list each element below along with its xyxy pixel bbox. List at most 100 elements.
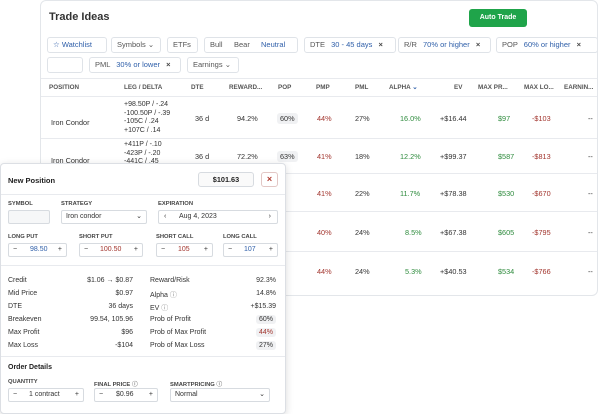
expiration-label: EXPIRATION [158,201,193,207]
short-put-minus-button[interactable]: − [84,246,89,253]
stat-label-ev: EV ⓘ [150,305,169,312]
bear-toggle[interactable]: Bear [234,40,250,49]
stat-label-credit: Credit [8,277,27,284]
row-position: Iron Condor [51,118,90,127]
col-pml[interactable]: PML [355,84,369,91]
info-icon[interactable]: ⓘ [216,382,223,388]
col-alpha[interactable]: ALPHA ⌄ [389,84,418,91]
col-max-profit[interactable]: MAX PR... [478,84,508,91]
long-put-plus-button[interactable]: + [57,246,62,253]
quantity-minus-button[interactable]: − [13,391,18,398]
next-expiration-button[interactable]: › [268,213,271,220]
long-put-value[interactable]: 98.50 [30,246,48,253]
etfs-label: ETFs [173,40,191,49]
long-put-minus-button[interactable]: − [13,246,18,253]
final-price-minus-button[interactable]: − [99,391,104,398]
row-pop: 60% [277,113,298,124]
row-max-profit: $587 [498,152,515,161]
new-position-title: New Position [8,176,56,185]
row-divider [41,138,597,139]
chevron-down-icon: ⌄ [147,40,155,49]
strategy-select[interactable]: Iron condor ⌄ [61,210,147,224]
info-icon[interactable]: ⓘ [161,305,169,312]
row-ev: +$78.38 [440,189,467,198]
row-pml: 27% [355,114,370,123]
col-pop[interactable]: POP [278,84,292,91]
col-max-loss[interactable]: MAX LO... [524,84,554,91]
long-call-plus-button[interactable]: + [268,246,273,253]
long-call-minus-button[interactable]: − [228,246,233,253]
final-price-plus-button[interactable]: + [148,391,153,398]
quantity-value[interactable]: 1 contract [29,391,60,398]
short-put-plus-button[interactable]: + [133,246,138,253]
dte-filter[interactable]: DTE 30 - 45 days × [304,37,396,53]
col-pmp[interactable]: PMP [316,84,330,91]
info-icon[interactable]: ⓘ [131,382,138,388]
blank-filter-box[interactable] [47,57,83,73]
row-alpha: 11.7% [400,189,421,198]
stat-value-max-profit: $96 [121,329,133,336]
remove-pml-icon[interactable]: × [166,60,171,69]
earnings-dropdown[interactable]: Earnings ⌄ [187,57,239,73]
chevron-down-icon: ⌄ [136,213,142,220]
remove-pop-icon[interactable]: × [576,40,581,49]
row-earnings: -- [588,228,593,237]
row-alpha: 8.5% [405,228,422,237]
pop-filter[interactable]: POP 60% or higher × [496,37,597,53]
smartpricing-label: SMARTPRICING ⓘ [170,382,223,388]
row-divider [41,211,597,212]
pop-filter-label: POP [502,40,518,49]
symbol-input[interactable] [8,210,50,224]
stat-label-prob-max-loss: Prob of Max Loss [150,342,205,349]
stat-label-prob-max-profit: Prob of Max Profit [150,329,207,336]
short-call-value[interactable]: 105 [178,246,190,253]
pml-filter[interactable]: PML 30% or lower × [89,57,181,73]
final-price-label: FINAL PRICE ⓘ [94,382,138,388]
stat-value-alpha: 14.8% [256,290,276,297]
dte-filter-label: DTE [310,40,325,49]
neutral-toggle[interactable]: Neutral [261,40,286,49]
col-dte[interactable]: DTE [191,84,204,91]
row-earnings: -- [588,189,593,198]
row-alpha: 5.3% [405,267,422,276]
close-button[interactable]: × [261,172,278,187]
chevron-down-icon: ⌄ [224,60,231,69]
short-call-plus-button[interactable]: + [203,246,208,253]
col-leg-delta[interactable]: LEG / DELTA [124,84,163,91]
short-call-minus-button[interactable]: − [161,246,166,253]
bull-toggle[interactable]: Bull [210,40,223,49]
auto-trade-button[interactable]: Auto Trade [469,9,527,27]
info-icon[interactable]: ⓘ [169,292,177,299]
underlying-price: $101.63 [198,172,254,187]
row-pmp: 44% [317,114,332,123]
rr-filter[interactable]: R/R 70% or higher × [398,37,491,53]
stat-value-mid-price: $0.97 [115,290,133,297]
final-price-value[interactable]: $0.96 [116,391,134,398]
col-ev[interactable]: EV [454,84,463,91]
row-pml: 24% [355,267,370,276]
row-max-profit: $605 [498,228,515,237]
long-call-value[interactable]: 107 [244,246,256,253]
prev-expiration-button[interactable]: ‹ [164,213,167,220]
col-reward[interactable]: REWARD... [229,84,263,91]
watchlist-filter[interactable]: ☆ Watchlist [47,37,107,53]
col-earnings[interactable]: EARNIN... [564,84,594,91]
remove-dte-icon[interactable]: × [378,40,383,49]
row-max-loss: -$766 [532,267,551,276]
quantity-plus-button[interactable]: + [74,391,79,398]
etfs-toggle[interactable]: ETFs [167,37,198,53]
symbols-dropdown[interactable]: Symbols ⌄ [111,37,161,53]
pml-filter-label: PML [95,60,111,69]
short-put-value[interactable]: 100.50 [100,246,122,253]
short-call-label: SHORT CALL [156,234,194,240]
stat-value-dte: 36 days [108,303,133,310]
chevron-down-icon: ⌄ [259,391,265,398]
expiration-picker: ‹ Aug 4, 2023 › [158,210,278,224]
remove-rr-icon[interactable]: × [475,40,481,49]
long-call-label: LONG CALL [223,234,257,240]
pop-filter-value: 60% or higher [523,40,571,49]
stats-divider [1,356,285,357]
quantity-stepper: − 1 contract + [8,388,84,402]
col-position[interactable]: POSITION [49,84,80,91]
smartpricing-select[interactable]: Normal ⌄ [170,388,270,402]
